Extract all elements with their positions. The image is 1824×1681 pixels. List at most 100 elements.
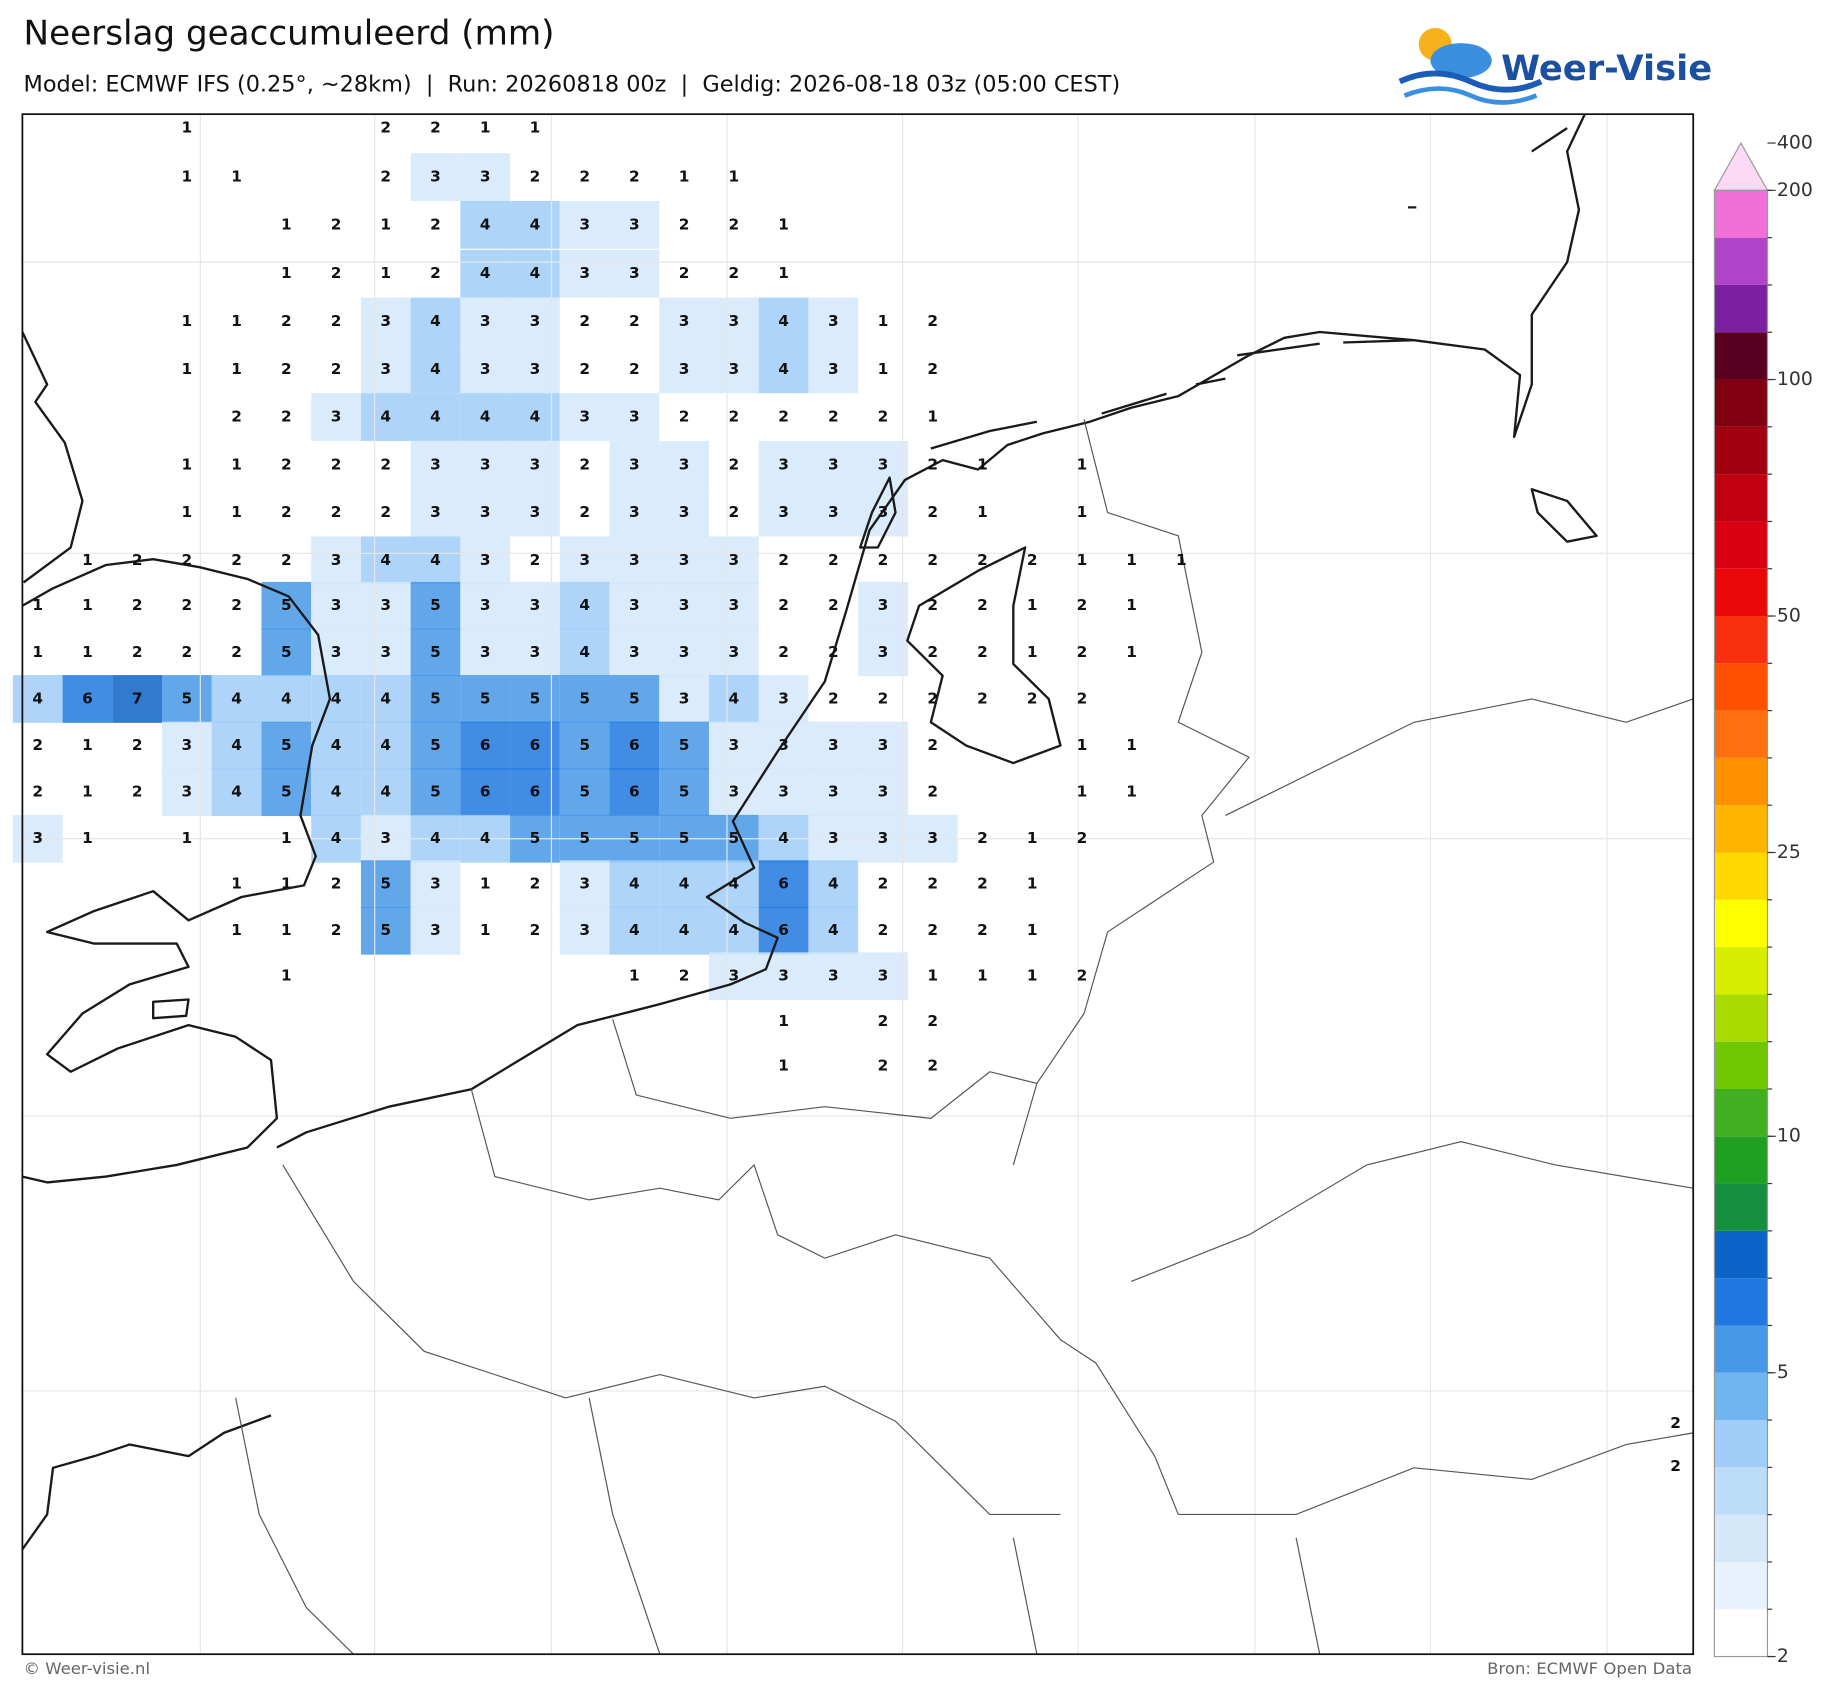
grid-value: 3 [331, 551, 342, 569]
map-frame [21, 113, 1695, 1656]
grid-value: 6 [82, 690, 93, 708]
precip-cell [360, 581, 411, 630]
precip-cell [659, 440, 709, 489]
grid-value: 2 [729, 264, 740, 282]
grid-value: 1 [281, 215, 292, 233]
precip-cell [659, 297, 709, 346]
grid-value: 3 [480, 168, 491, 186]
colorbar-band [1714, 1183, 1768, 1231]
grid-value: 2 [1077, 829, 1088, 847]
grid-value: 1 [778, 1056, 789, 1074]
grid-value: 2 [182, 551, 193, 569]
grid-value: 1 [1077, 783, 1088, 801]
colorbar-band [1714, 1372, 1768, 1421]
grid-value: 3 [530, 455, 541, 473]
grid-value: 4 [231, 736, 242, 754]
edge-value: 2 [1670, 1457, 1681, 1475]
grid-value: 3 [679, 312, 690, 330]
precip-cell [410, 860, 461, 909]
grid-value: 2 [331, 215, 342, 233]
grid-value: 4 [530, 215, 541, 233]
grid-value: 4 [480, 408, 491, 426]
grid-value: 1 [182, 455, 193, 473]
grid-value: 4 [729, 875, 740, 893]
grid-value: 1 [729, 168, 740, 186]
grid-value: 3 [878, 643, 889, 661]
grid-value: 3 [579, 264, 590, 282]
grid-value: 2 [182, 596, 193, 614]
grid-value: 2 [927, 1012, 938, 1030]
grid-value: 2 [679, 967, 690, 985]
grid-value: 2 [281, 312, 292, 330]
precip-cell [659, 345, 709, 394]
precip-cell [808, 488, 859, 537]
colorbar-band [1714, 521, 1768, 569]
grid-value: 4 [530, 264, 541, 282]
grid-value: 3 [530, 503, 541, 521]
grid-value: 3 [430, 921, 441, 939]
grid-value: 2 [1027, 551, 1038, 569]
grid-value: 3 [828, 503, 839, 521]
grid-value: 3 [380, 643, 391, 661]
grid-value: 1 [182, 168, 193, 186]
grid-value: 3 [828, 360, 839, 378]
grid-value: 4 [231, 783, 242, 801]
grid-value: 5 [430, 736, 441, 754]
grid-value: 4 [579, 643, 590, 661]
precip-cell [708, 628, 759, 677]
grid-value: 3 [32, 829, 43, 847]
grid-value: 1 [380, 264, 391, 282]
grid-value: 4 [828, 875, 839, 893]
coastlines [21, 113, 1598, 1551]
grid-value: 5 [679, 829, 690, 847]
precip-cell [808, 297, 859, 346]
grid-value: 1 [1176, 551, 1187, 569]
precip-cell [559, 906, 610, 955]
precip-cell [758, 952, 809, 1001]
grid-value: 5 [430, 690, 441, 708]
precip-cell [410, 297, 461, 346]
grid-value: 5 [629, 690, 640, 708]
grid-value: 4 [679, 921, 690, 939]
grid-value: 1 [231, 168, 242, 186]
grid-value: 2 [927, 643, 938, 661]
grid-value: 3 [878, 455, 889, 473]
grid-value: 1 [281, 829, 292, 847]
grid-value: 7 [132, 690, 143, 708]
grid-value: 2 [778, 643, 789, 661]
precip-cell [410, 345, 461, 394]
grid-value: 5 [430, 643, 441, 661]
grid-value: 4 [480, 264, 491, 282]
grid-value: 2 [331, 360, 342, 378]
grid-value: 2 [231, 408, 242, 426]
colorbar-band [1714, 284, 1768, 333]
grid-value: 2 [331, 312, 342, 330]
grid-value: 1 [182, 503, 193, 521]
grid-value: 2 [32, 783, 43, 801]
grid-value: 2 [878, 875, 889, 893]
grid-value: 2 [828, 551, 839, 569]
precip-cell [708, 860, 759, 909]
grid-value: 1 [1077, 736, 1088, 754]
grid-value: 2 [380, 119, 391, 137]
grid-value: 2 [878, 1056, 889, 1074]
colorbar-band [1714, 1230, 1768, 1279]
grid-value: 4 [480, 215, 491, 233]
precip-cell [410, 581, 461, 630]
precip-cell [162, 675, 212, 723]
grid-value: 2 [380, 168, 391, 186]
grid-value: 4 [729, 690, 740, 708]
colorbar-band [1714, 1561, 1768, 1610]
precip-cell [261, 581, 312, 630]
grid-value: 4 [281, 690, 292, 708]
colorbar-band [1714, 1420, 1768, 1468]
precip-cell [758, 768, 809, 817]
grid-value: 1 [32, 596, 43, 614]
grid-value: 2 [679, 215, 690, 233]
grid-value: 3 [878, 503, 889, 521]
colorbar-band [1714, 379, 1768, 427]
precip-cell [410, 488, 461, 537]
precip-cell [261, 721, 312, 770]
precip-cell [609, 906, 660, 955]
precip-cell [360, 297, 411, 346]
